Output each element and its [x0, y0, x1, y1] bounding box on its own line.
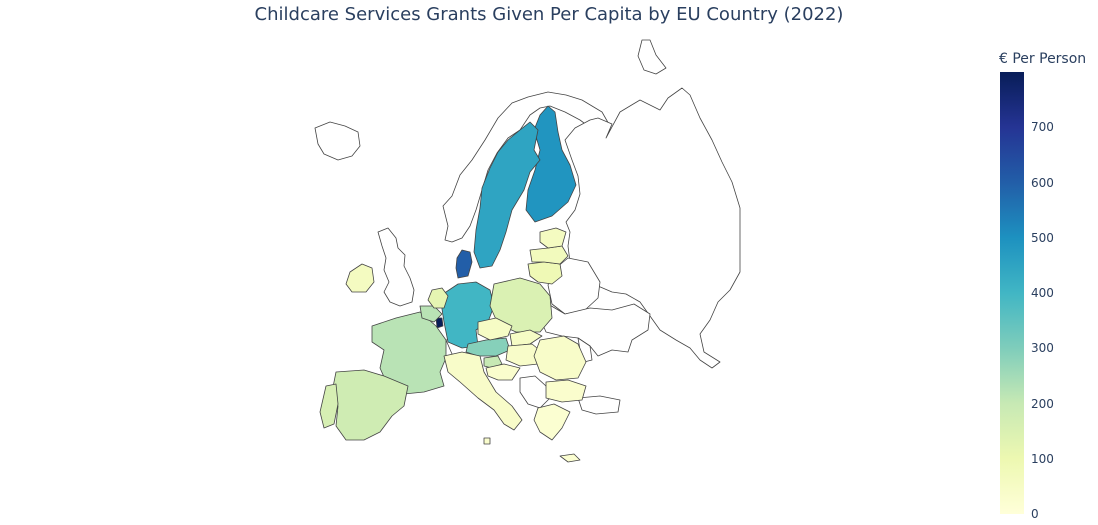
russia-shape	[564, 87, 741, 369]
balkans-shape	[519, 375, 551, 409]
country-czechia[interactable]	[477, 317, 513, 341]
country-bulgaria[interactable]	[545, 379, 587, 403]
chart-title: Childcare Services Grants Given Per Capi…	[254, 4, 844, 25]
country-netherlands[interactable]	[427, 287, 449, 309]
country-finland[interactable]	[525, 105, 577, 223]
svalbard-shape	[637, 39, 667, 75]
colorbar	[1000, 72, 1024, 514]
country-greece[interactable]	[533, 403, 571, 441]
country-italy[interactable]	[443, 351, 523, 431]
country-latvia[interactable]	[529, 245, 569, 265]
turkey-shape	[577, 395, 621, 415]
colorbar-tick: 400	[1031, 286, 1054, 300]
country-estonia[interactable]	[539, 227, 567, 249]
ukraine-shape	[539, 303, 651, 357]
country-malta[interactable]	[483, 437, 491, 445]
colorbar-title: € Per Person	[999, 51, 1087, 67]
europe-map	[314, 39, 741, 463]
colorbar-tick: 0	[1031, 507, 1039, 521]
colorbar-tick: 500	[1031, 230, 1054, 245]
colorbar-tick: 100	[1031, 451, 1054, 466]
colorbar-tick: 200	[1031, 396, 1054, 411]
country-romania[interactable]	[533, 335, 587, 381]
iceland-shape	[314, 121, 361, 161]
country-slovakia[interactable]	[509, 329, 543, 347]
country-poland[interactable]	[489, 277, 553, 333]
colorbar-tick: 700	[1031, 120, 1054, 135]
country-ireland[interactable]	[345, 263, 375, 293]
country-portugal[interactable]	[319, 383, 339, 429]
country-croatia[interactable]	[485, 363, 521, 381]
country-cyprus[interactable]	[559, 453, 581, 463]
colorbar-tick: 300	[1031, 341, 1054, 356]
colorbar-tick: 600	[1031, 175, 1054, 190]
great-britain-shape	[377, 227, 415, 307]
country-denmark[interactable]	[455, 249, 473, 279]
country-sweden[interactable]	[473, 121, 541, 269]
country-belgium[interactable]	[419, 305, 443, 323]
country-luxembourg[interactable]	[435, 317, 444, 329]
